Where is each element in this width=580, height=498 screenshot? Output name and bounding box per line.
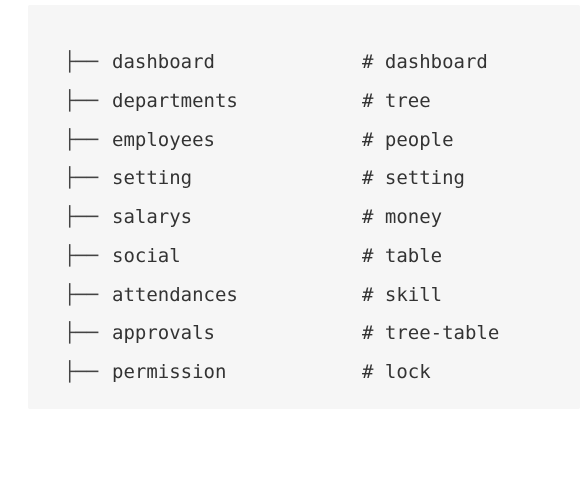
tree-item-comment: # dashboard	[362, 51, 488, 73]
tree-row: ├── attendances # skill	[28, 281, 580, 320]
tree-branch-glyph: ├──	[64, 89, 99, 112]
tree-row: ├── salarys # money	[28, 203, 580, 242]
tree-item-comment: # lock	[362, 361, 431, 383]
tree-item-name: attendances	[112, 283, 238, 306]
tree-branch-glyph: ├──	[64, 361, 99, 383]
tree-item-name: approvals	[112, 322, 215, 345]
tree-item-name: salarys	[112, 206, 193, 228]
tree-item-name: social	[112, 244, 181, 267]
tree-branch-glyph: ├──	[64, 283, 99, 306]
tree-row: ├── departments # tree	[28, 87, 580, 126]
tree-item-comment: # skill	[362, 283, 443, 306]
tree-item-name: setting	[112, 167, 193, 190]
directory-tree: ├── dashboard # dashboard ├── department…	[28, 48, 580, 397]
tree-branch-glyph: ├──	[64, 51, 99, 73]
tree-item-comment: # tree-table	[362, 322, 500, 345]
tree-item-comment: # tree	[362, 89, 431, 112]
tree-row: ├── permission # lock	[28, 358, 580, 397]
tree-branch-glyph: ├──	[64, 206, 99, 228]
tree-item-name: dashboard	[112, 51, 215, 73]
tree-row: ├── dashboard # dashboard	[28, 48, 580, 87]
tree-branch-glyph: ├──	[64, 128, 99, 151]
tree-item-comment: # setting	[362, 167, 465, 190]
tree-item-name: permission	[112, 361, 227, 383]
tree-branch-glyph: ├──	[64, 322, 99, 345]
tree-row: ├── employees # people	[28, 126, 580, 165]
tree-row: ├── setting # setting	[28, 164, 580, 203]
tree-row: ├── approvals # tree-table	[28, 319, 580, 358]
code-block: ├── dashboard # dashboard ├── department…	[28, 5, 580, 409]
tree-branch-glyph: ├──	[64, 244, 99, 267]
tree-item-comment: # people	[362, 128, 454, 151]
tree-row: ├── social # table	[28, 242, 580, 281]
tree-item-name: employees	[112, 128, 215, 151]
tree-item-comment: # money	[362, 206, 443, 228]
tree-branch-glyph: ├──	[64, 167, 99, 190]
tree-item-name: departments	[112, 89, 238, 112]
tree-item-comment: # table	[362, 244, 443, 267]
